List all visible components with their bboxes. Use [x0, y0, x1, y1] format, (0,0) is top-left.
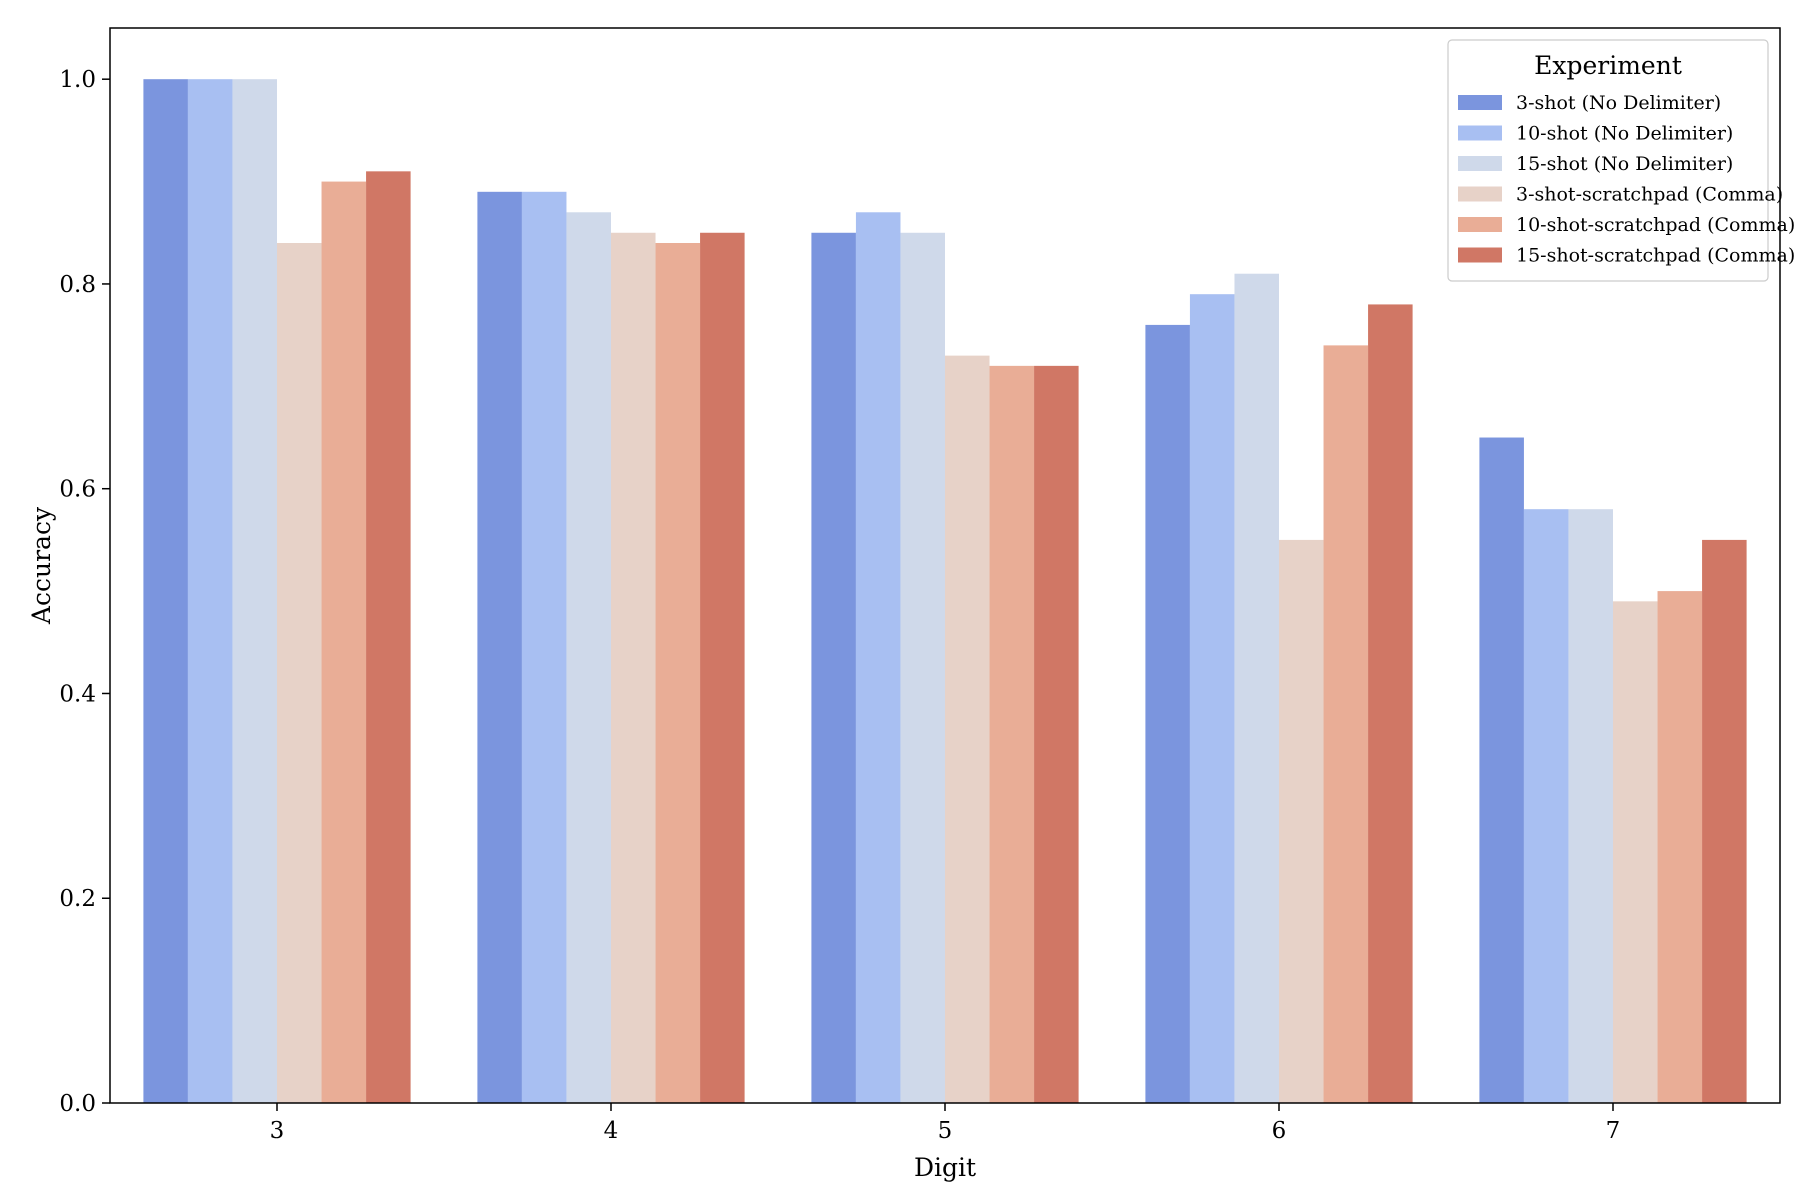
- y-tick-label: 0.0: [59, 1091, 96, 1117]
- bar-3-series-2: [187, 79, 233, 1103]
- y-axis-label: Accuracy: [27, 506, 56, 625]
- legend-label: 3-shot-scratchpad (Comma): [1516, 184, 1783, 206]
- legend-label: 15-shot-scratchpad (Comma): [1516, 245, 1795, 267]
- legend-swatch: [1458, 125, 1502, 141]
- legend-swatch: [1458, 156, 1502, 171]
- legend: Experiment 3-shot (No Delimiter) 10-shot …: [1447, 39, 1795, 282]
- bar-6-series-5: [1323, 345, 1369, 1103]
- bar-5-series-3: [900, 232, 945, 1103]
- legend-swatch: [1458, 247, 1502, 263]
- bar-3-series-6: [366, 171, 411, 1104]
- x-tick-label: 3: [270, 1118, 285, 1144]
- y-tick-label: 0.2: [59, 886, 96, 912]
- bar-5-series-2: [855, 212, 901, 1104]
- bar-7-series-2: [1523, 509, 1569, 1103]
- x-tick-label: 4: [604, 1118, 619, 1144]
- bar-6-series-4: [1279, 539, 1324, 1103]
- bar-4-series-3: [566, 212, 611, 1104]
- bar-4-series-5: [655, 243, 701, 1103]
- legend-label: 3-shot (No Delimiter): [1516, 92, 1721, 114]
- bar-3-series-3: [232, 79, 277, 1103]
- bar-4-series-4: [611, 232, 656, 1103]
- y-axis-ticks: 0.0 0.2 0.4 0.6 0.8 1.0: [59, 67, 110, 1117]
- bar-4-series-2: [521, 191, 567, 1104]
- bar-7-series-6: [1702, 539, 1747, 1103]
- x-axis-label: Digit: [914, 1153, 976, 1182]
- legend-label: 15-shot (No Delimiter): [1516, 153, 1733, 175]
- x-tick-label: 6: [1272, 1118, 1287, 1144]
- y-tick-label: 0.8: [59, 272, 96, 298]
- legend-swatch: [1458, 95, 1502, 110]
- y-tick-label: 1.0: [59, 67, 96, 93]
- legend-label: 10-shot-scratchpad (Comma): [1516, 214, 1795, 236]
- legend-items: 3-shot (No Delimiter) 10-shot (No Delimit…: [1458, 92, 1795, 267]
- bar-6-series-2: [1189, 294, 1235, 1103]
- bar-7-series-1: [1479, 437, 1524, 1103]
- legend-swatch: [1458, 217, 1502, 232]
- y-tick-label: 0.6: [59, 477, 96, 503]
- legend-label: 10-shot (No Delimiter): [1516, 123, 1733, 145]
- bar-7-series-4: [1613, 601, 1658, 1103]
- x-axis-ticks: 3 4 5 6 7: [270, 1103, 1621, 1144]
- bar-3-series-5: [321, 181, 367, 1104]
- bar-5-series-4: [945, 355, 990, 1104]
- bar-6-series-3: [1234, 273, 1279, 1103]
- legend-title: Experiment: [1534, 51, 1682, 80]
- bar-7-series-5: [1657, 591, 1703, 1103]
- bar-3-series-4: [277, 243, 322, 1103]
- bar-6-series-6: [1368, 304, 1413, 1103]
- bar-7-series-3: [1568, 509, 1613, 1103]
- bar-5-series-5: [989, 365, 1035, 1103]
- x-tick-label: 7: [1606, 1118, 1621, 1144]
- bar-4-series-6: [700, 232, 745, 1103]
- bars-layer: [143, 79, 1747, 1104]
- bar-5-series-6: [1034, 365, 1079, 1103]
- x-tick-label: 5: [938, 1118, 953, 1144]
- bar-6-series-1: [1145, 324, 1190, 1103]
- bar-4-series-1: [477, 191, 522, 1104]
- legend-swatch: [1458, 186, 1502, 202]
- bar-3-series-1: [143, 79, 188, 1103]
- bar-5-series-1: [811, 232, 856, 1103]
- legend-box: [1447, 39, 1769, 282]
- y-tick-label: 0.4: [59, 681, 96, 707]
